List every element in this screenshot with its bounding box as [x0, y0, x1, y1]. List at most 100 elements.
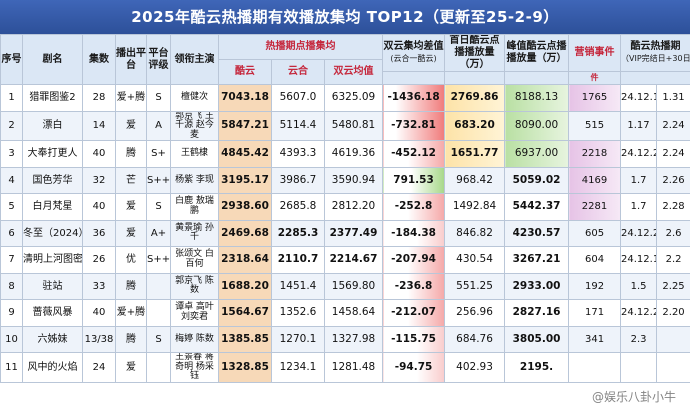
cell-rank: 1	[0, 84, 23, 112]
header-peak: 峰值酷云点播播放量（万）	[504, 34, 570, 72]
header-rating: 平台评级	[146, 34, 171, 85]
table-row: 9 蔷薇风暴 40 爱+腾 谭卓 高叶 刘奕君 1564.67 1352.6 1458.64-…	[0, 299, 690, 327]
header-diff: 双云集均差值 (云合一酷云)	[382, 34, 446, 72]
cell-marketing: 604	[568, 246, 622, 274]
cell-yunhe: 1451.4	[271, 272, 325, 300]
table-row: 5 白月梵星 40 爱 S 白鹿 敖瑞鹏 2938.60 2685.8 2812.20 -252.…	[0, 193, 690, 221]
cell-rating: S	[146, 325, 171, 353]
cell-marketing: 2281	[568, 193, 622, 221]
cell-cast: 王景春 蒋奇明 杨采钰	[170, 352, 219, 383]
cell-eps: 14	[82, 110, 116, 141]
cell-cast: 梅婷 陈数	[170, 325, 219, 353]
cell-peak: 3805.00	[504, 325, 570, 353]
cell-eps: 36	[82, 219, 116, 247]
table-row: 2 漂白 14 爱 A 郭京飞 王千源 赵今麦 5847.21 5114.4 5480.81 -7…	[0, 110, 690, 141]
cell-kuyun: 1564.67	[218, 299, 272, 327]
cell-end-date	[620, 352, 658, 383]
header-cast: 领衔主演	[170, 34, 219, 85]
cell-platform: 爱	[115, 193, 147, 221]
cell-name: 冬至（2024）	[22, 219, 83, 247]
cell-rank: 10	[0, 325, 23, 353]
cell-end-date: 24.12.20	[620, 219, 658, 247]
cell-cast: 张颂文 白百何	[170, 246, 219, 274]
cell-first-day: 402.93	[444, 352, 506, 383]
cell-kuyun: 1328.85	[218, 352, 272, 383]
cell-ratio: 2.24	[656, 110, 690, 141]
cell-peak: 2195.	[504, 352, 570, 383]
cell-first-day: 430.54	[444, 246, 506, 274]
cell-cast: 黄景瑜 孙千	[170, 219, 219, 247]
cell-name: 白月梵星	[22, 193, 83, 221]
cell-avg: 4619.36	[323, 140, 384, 168]
cell-name: 风中的火焰	[22, 352, 83, 383]
cell-peak: 4230.57	[504, 219, 570, 247]
header-period-sub: （VIP完结日+30日）	[621, 54, 690, 63]
cell-first-day: 683.20	[444, 110, 506, 141]
cell-first-day: 968.42	[444, 166, 506, 194]
cell-first-day: 846.82	[444, 219, 506, 247]
table-row: 3 大奉打更人 40 腾 S+ 王鹤棣 4845.42 4393.3 4619.36 -452.1…	[0, 140, 690, 168]
cell-name: 清明上河图密码	[22, 246, 83, 274]
cell-ratio: 2.20	[656, 299, 690, 327]
cell-platform: 爱	[115, 110, 147, 141]
cell-kuyun: 2318.64	[218, 246, 272, 274]
cell-name: 六姊妹	[22, 325, 83, 353]
header-diff-spacer	[382, 71, 446, 85]
cell-yunhe: 2285.3	[271, 219, 325, 247]
cell-cast: 檀健次	[170, 84, 219, 112]
cell-rating: S	[146, 84, 171, 112]
cell-eps: 40	[82, 140, 116, 168]
cell-avg: 1281.48	[323, 352, 384, 383]
cell-rank: 3	[0, 140, 23, 168]
cell-first-day: 684.76	[444, 325, 506, 353]
cell-avg: 2812.20	[323, 193, 384, 221]
cell-yunhe: 1352.6	[271, 299, 325, 327]
header-platform: 播出平台	[115, 34, 147, 85]
header-hot-group: 热播期点播集均	[217, 34, 384, 60]
cell-kuyun: 1385.85	[218, 325, 272, 353]
cell-peak: 6937.00	[504, 140, 570, 168]
header-period: 酷云热播期 （VIP完结日+30日）	[620, 34, 690, 72]
table-row: 4 国色芳华 32 芒 S++ 杨紫 李现 3195.17 3986.7 3590.94 791.…	[0, 166, 690, 194]
cell-cast: 白鹿 敖瑞鹏	[170, 193, 219, 221]
cell-marketing: 192	[568, 272, 622, 300]
cell-first-day: 2769.86	[444, 84, 506, 112]
cell-first-day: 1492.84	[444, 193, 506, 221]
cell-yunhe: 5114.4	[271, 110, 325, 141]
cell-rank: 6	[0, 219, 23, 247]
cell-diff: -252.8	[382, 193, 446, 221]
cell-end-date: 1.5	[620, 272, 658, 300]
cell-rating	[146, 299, 171, 327]
cell-ratio: 2.25	[656, 272, 690, 300]
header-diff-sub: (云合一酷云)	[390, 54, 437, 63]
cell-rank: 9	[0, 299, 23, 327]
cell-diff: -184.38	[382, 219, 446, 247]
cell-peak: 2933.00	[504, 272, 570, 300]
cell-marketing: 2218	[568, 140, 622, 168]
cell-rank: 7	[0, 246, 23, 274]
cell-rating: S++	[146, 166, 171, 194]
cell-first-day: 551.25	[444, 272, 506, 300]
header-eps: 集数	[82, 34, 116, 85]
cell-marketing	[568, 352, 622, 383]
cell-ratio: 2.6	[656, 219, 690, 247]
cell-ratio	[656, 325, 690, 353]
cell-eps: 26	[82, 246, 116, 274]
header-yunhe: 云合	[271, 59, 325, 85]
cell-platform: 腾	[115, 272, 147, 300]
cell-ratio: 1.31	[656, 84, 690, 112]
cell-platform: 腾	[115, 140, 147, 168]
cell-diff: -212.07	[382, 299, 446, 327]
cell-avg: 2377.49	[323, 219, 384, 247]
cell-rank: 4	[0, 166, 23, 194]
cell-peak: 8188.13	[504, 84, 570, 112]
cell-rank: 8	[0, 272, 23, 300]
cell-kuyun: 7043.18	[218, 84, 272, 112]
cell-cast: 王鹤棣	[170, 140, 219, 168]
cell-first-day: 1651.77	[444, 140, 506, 168]
cell-end-date: 24.12.20	[620, 140, 658, 168]
cell-eps: 24	[82, 352, 116, 383]
cell-marketing: 341	[568, 325, 622, 353]
cell-peak: 5059.02	[504, 166, 570, 194]
cell-marketing: 605	[568, 219, 622, 247]
